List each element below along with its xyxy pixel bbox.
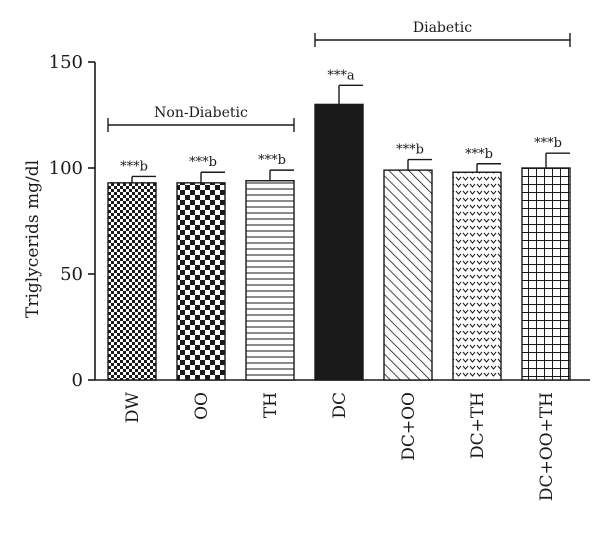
group-label: Non-Diabetic [154,105,248,121]
labels: DW OO TH DC DC+OO DC+TH DC+OO+TH [123,391,557,501]
significance-label: ***b [189,155,217,170]
significance-label: ***b [534,136,562,151]
groups: Non-Diabetic Diabetic [107,20,571,132]
x-category-label: DW [123,391,143,423]
y-tick-label: 50 [60,264,83,285]
x-category-label: DC+OO+TH [537,392,557,501]
group-label: Diabetic [413,20,472,36]
x-category-label: DC+OO [399,392,419,461]
bar-dc-oo [383,169,433,381]
y-tick-label: 150 [49,52,83,73]
bar-dc-th [452,171,502,381]
x-category-label: TH [261,392,281,418]
x-category-label: DC [330,392,350,419]
annotations: ***b ***b ***b ***a ***b ***b ***b [120,68,562,174]
bars [107,84,571,381]
bar-dw [107,182,157,381]
y-tick-label: 100 [49,158,83,179]
significance-label: ***b [258,153,286,168]
y-tick-label: 0 [72,370,83,391]
significance-label: ***a [327,68,355,83]
significance-label: ***b [120,159,148,174]
significance-label: ***b [396,143,424,158]
x-category-label: DC+TH [468,392,488,459]
bar-dc-oo-th [521,167,571,381]
bar-th [245,180,295,381]
bar-dc [314,103,364,381]
y-axis-title: Triglycerids mg/dl [23,160,43,318]
significance-label: ***b [465,147,493,162]
bar-oo [176,182,226,381]
x-category-label: OO [192,392,212,420]
